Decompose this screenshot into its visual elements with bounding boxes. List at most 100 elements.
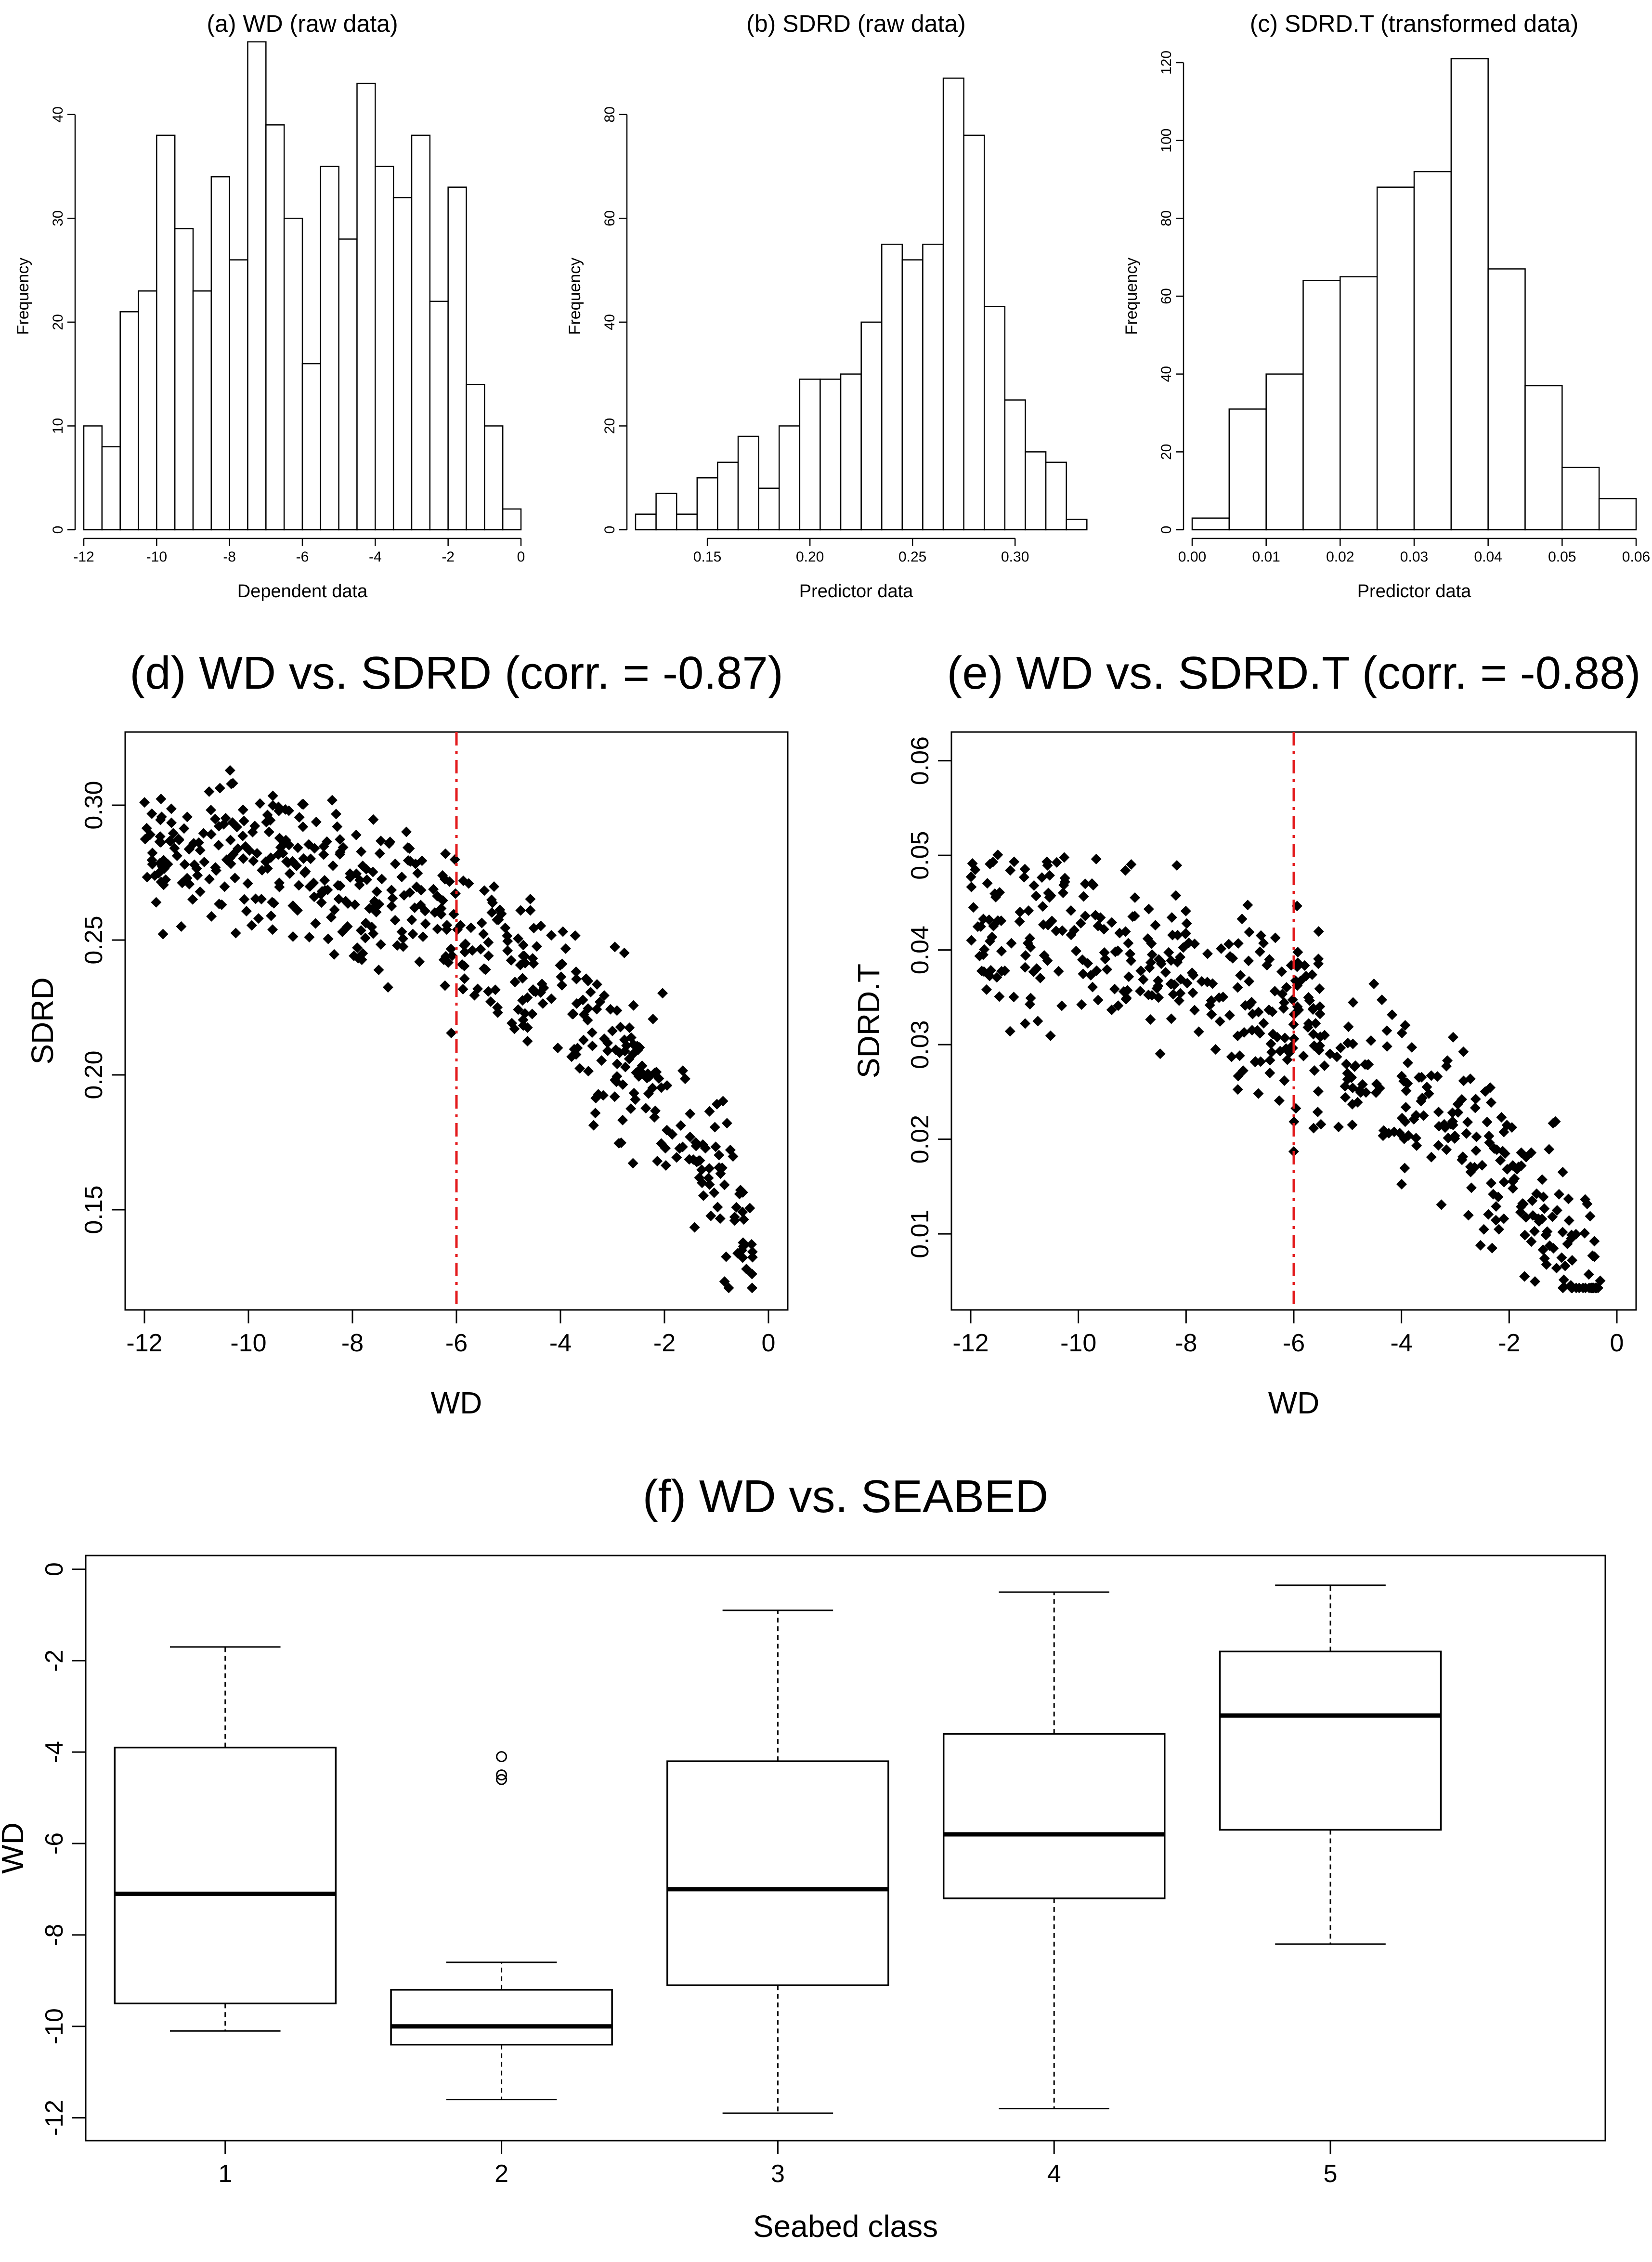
point-d	[649, 1068, 660, 1079]
point-d	[596, 1055, 607, 1066]
point-d	[466, 922, 477, 933]
point-d	[594, 996, 605, 1007]
point-d	[329, 904, 340, 915]
point-d	[449, 854, 460, 865]
outlier-2	[496, 1751, 507, 1763]
point-d	[248, 855, 259, 866]
point-d	[361, 863, 372, 875]
point-e	[1113, 1000, 1124, 1011]
point-d	[741, 1263, 752, 1274]
point-d	[375, 836, 386, 847]
point-d	[195, 845, 206, 856]
point-e	[1366, 1035, 1377, 1046]
point-d	[387, 893, 398, 904]
point-e	[984, 914, 995, 925]
point-d	[509, 1023, 520, 1034]
point-e	[1114, 928, 1125, 939]
chart-d: -12 -10 -8 -6 -4 -2 0 0.15 0.20 0.25 0.30 WD SDRD (d)…	[25, 647, 789, 1420]
point-e	[1508, 1183, 1519, 1194]
chart-c: 0.00 0.01 0.02 0.03 0.04 0.05 0.06 0 20 40 60 80 100…	[1122, 10, 1650, 601]
point-e	[1498, 1126, 1509, 1138]
point-e	[1441, 1144, 1452, 1155]
point-e	[1143, 903, 1154, 915]
point-e	[1028, 880, 1040, 891]
point-e	[1090, 910, 1101, 921]
point-d	[467, 945, 478, 956]
point-d	[746, 1268, 757, 1280]
point-d	[369, 897, 380, 908]
point-e	[966, 881, 977, 892]
point-d	[747, 1246, 758, 1257]
point-d	[304, 931, 315, 942]
point-d	[587, 1040, 598, 1051]
point-d	[583, 1066, 594, 1077]
point-d	[166, 817, 177, 828]
point-d	[256, 893, 267, 904]
point-d	[232, 843, 243, 854]
point-e	[1146, 938, 1157, 949]
point-d	[325, 912, 337, 923]
point-d	[483, 986, 494, 997]
y-tick-label-c: 20	[1158, 444, 1174, 460]
point-e	[1018, 872, 1029, 883]
point-e	[1264, 954, 1275, 965]
x-tick-label-e: 0	[1610, 1329, 1624, 1357]
point-d	[479, 963, 490, 974]
point-d	[649, 1111, 660, 1123]
point-e	[1292, 947, 1303, 958]
point-e	[1059, 852, 1070, 863]
point-e	[1396, 1071, 1407, 1082]
point-d	[371, 886, 382, 897]
point-d	[192, 870, 203, 881]
point-d	[478, 928, 489, 940]
point-e	[1303, 992, 1314, 1003]
point-e	[1491, 1201, 1502, 1212]
point-e	[1224, 1010, 1235, 1021]
point-d	[399, 890, 410, 901]
point-d	[536, 979, 547, 990]
point-d	[182, 811, 193, 823]
point-e	[1498, 1213, 1509, 1224]
point-d	[518, 940, 529, 951]
x-tick-label-c: 0.04	[1474, 549, 1502, 565]
point-d	[735, 1185, 746, 1196]
point-d	[455, 920, 466, 931]
point-d	[694, 1172, 705, 1183]
point-d	[254, 798, 265, 809]
point-d	[690, 1140, 702, 1151]
point-e	[1166, 912, 1177, 923]
point-e	[1483, 1130, 1495, 1141]
point-e	[1232, 1031, 1243, 1042]
point-e	[1298, 1050, 1309, 1061]
chart-title-f: (f) WD vs. SEABED	[643, 1471, 1049, 1522]
point-d	[485, 996, 496, 1007]
point-e	[1440, 1122, 1451, 1133]
point-d	[414, 956, 425, 968]
point-e	[1536, 1174, 1548, 1185]
point-d	[332, 821, 343, 832]
point-e	[1288, 1116, 1300, 1127]
bar-c-4	[1340, 276, 1378, 531]
point-e	[1396, 1028, 1407, 1039]
point-d	[527, 953, 538, 964]
point-d	[335, 834, 346, 845]
y-tick-label-d: 0.30	[80, 781, 108, 829]
point-d	[737, 1206, 748, 1217]
x-tick-label-d: -8	[341, 1329, 364, 1357]
point-e	[1313, 926, 1324, 937]
point-e	[1106, 917, 1118, 928]
point-e	[1310, 1018, 1321, 1029]
point-d	[305, 853, 316, 864]
point-e	[1232, 1084, 1243, 1095]
point-e	[1036, 872, 1047, 883]
point-d	[486, 894, 497, 905]
point-e	[1135, 985, 1146, 996]
point-e	[1150, 920, 1161, 931]
point-e	[1043, 888, 1054, 899]
bar-b-6	[758, 487, 780, 531]
point-e	[1236, 914, 1248, 925]
bar-a-18	[411, 134, 431, 531]
y-tick-label-e: 0.05	[906, 831, 934, 880]
point-e	[1051, 926, 1062, 937]
point-d	[412, 868, 423, 879]
